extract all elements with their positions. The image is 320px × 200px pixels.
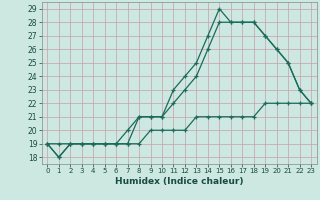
X-axis label: Humidex (Indice chaleur): Humidex (Indice chaleur): [115, 177, 244, 186]
